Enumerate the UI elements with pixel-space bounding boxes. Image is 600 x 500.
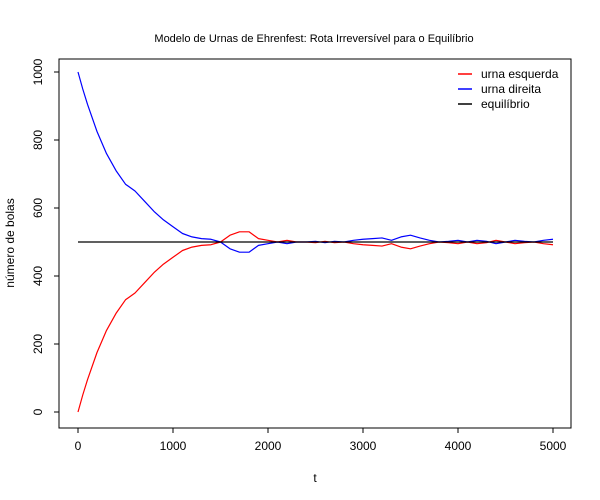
x-tick-label-0: 0 [75, 439, 82, 453]
x-axis-label: t [313, 471, 317, 485]
legend-label-2: equilíbrio [481, 97, 530, 111]
y-tick-label-0: 0 [31, 408, 45, 415]
x-tick-label-4: 4000 [445, 439, 472, 453]
series-layer [77, 71, 554, 413]
legend-label-0: urna esquerda [481, 67, 559, 81]
y-axis-label: número de bolas [3, 198, 17, 287]
plot-frame [58, 58, 572, 429]
x-axis: 0 1000 2000 3000 4000 5000 [75, 428, 567, 453]
x-tick-label-3: 3000 [350, 439, 377, 453]
y-tick-label-5: 1000 [31, 58, 45, 85]
y-tick-label-4: 800 [31, 130, 45, 150]
legend-label-1: urna direita [481, 82, 541, 96]
y-tick-label-2: 400 [31, 266, 45, 286]
x-tick-label-1: 1000 [160, 439, 187, 453]
x-tick-label-2: 2000 [255, 439, 282, 453]
x-tick-label-5: 5000 [540, 439, 567, 453]
y-tick-label-3: 600 [31, 198, 45, 218]
y-axis: 0 200 400 600 800 1000 [31, 58, 59, 415]
y-tick-label-1: 200 [31, 334, 45, 354]
series-line-0 [77, 231, 554, 413]
chart-title: Modelo de Urnas de Ehrenfest: Rota Irrev… [154, 33, 473, 45]
